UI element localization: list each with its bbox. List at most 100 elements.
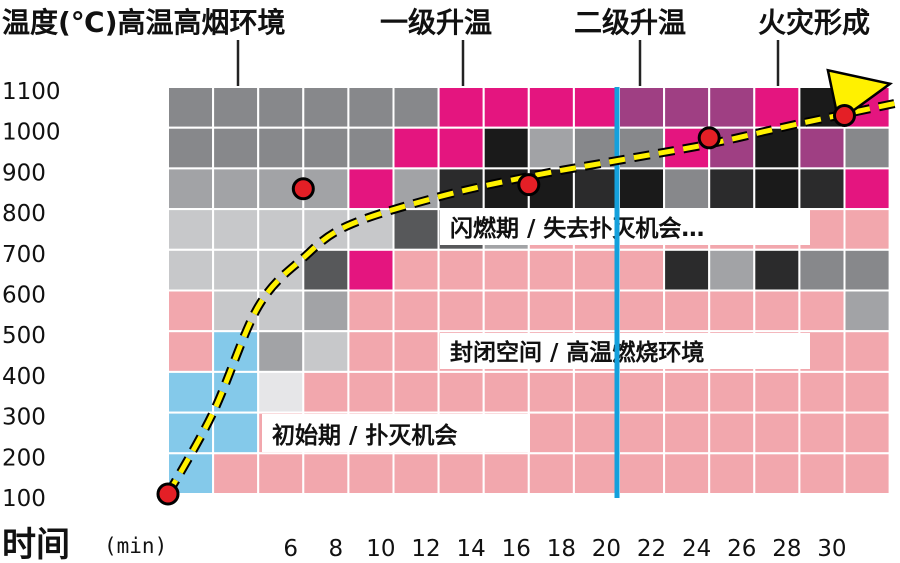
y-tick-label: 1000	[2, 120, 61, 146]
curve-points	[156, 103, 856, 506]
heatmap-cell	[257, 330, 305, 373]
heatmap-cell	[437, 289, 485, 333]
heatmap-cell	[347, 167, 395, 211]
curve-point	[517, 173, 541, 197]
heatmap-cell	[753, 370, 801, 414]
heatmap-cell	[347, 248, 395, 292]
heatmap-cell	[212, 208, 260, 251]
heatmap-cell	[753, 289, 801, 333]
curve-line	[165, 99, 900, 496]
heatmap-cell	[843, 411, 891, 455]
heatmap-cell	[618, 452, 666, 495]
header-stage3: 火灾形成	[758, 6, 870, 39]
x-tick-label: 8	[329, 536, 344, 562]
heatmap-cell	[663, 370, 711, 414]
curve-point	[833, 103, 856, 127]
heatmap-cell	[167, 330, 215, 373]
y-axis: 1100 1000 900 800 700 600 500 400 300 200 100	[2, 79, 61, 512]
heatmap-cell	[527, 289, 575, 333]
heatmap-cell	[167, 167, 215, 211]
x-tick-label: 12	[411, 536, 440, 562]
heatmap-cell	[663, 167, 711, 211]
heatmap-cell	[572, 411, 621, 455]
heatmap-cell	[618, 248, 666, 292]
heatmap-cell	[663, 86, 711, 129]
heatmap-cell	[257, 248, 305, 292]
heatmap-cell	[482, 289, 530, 333]
heatmap-cell	[392, 330, 440, 373]
heatmap-cell	[618, 289, 666, 333]
y-tick-label: 700	[2, 242, 46, 268]
heatmap-cell	[482, 86, 530, 129]
heatmap-cell	[708, 411, 756, 455]
heatmap-cell	[843, 208, 891, 251]
header-title: 温度(℃)高温高烟环境	[2, 6, 286, 39]
x-tick-label: 26	[727, 536, 756, 562]
heatmap-cell	[392, 208, 440, 251]
heatmap-cell	[212, 86, 260, 129]
x-axis-label: 时间	[2, 525, 70, 563]
header-stage2: 二级升温	[574, 6, 686, 39]
heatmap-cell	[843, 370, 891, 414]
heatmap-cell	[392, 126, 440, 170]
heatmap-cell	[798, 452, 846, 495]
y-tick-label: 300	[2, 405, 46, 431]
heatmap-cell	[482, 452, 530, 495]
heatmap-cell	[572, 248, 621, 292]
y-tick-label: 600	[2, 283, 46, 309]
heatmap-cell	[843, 126, 891, 170]
heatmap-cell	[167, 248, 215, 292]
heatmap-cell	[167, 289, 215, 333]
heatmap-cell	[347, 86, 395, 129]
heatmap-cell	[753, 167, 801, 211]
curve-point	[697, 126, 721, 150]
y-tick-label: 500	[2, 323, 46, 349]
heatmap-cell	[437, 126, 485, 170]
x-tick-label: 10	[366, 536, 395, 562]
heatmap-cell	[708, 86, 756, 129]
heatmap-cell	[347, 370, 395, 414]
heatmap-cell	[843, 452, 891, 495]
heatmap-cell	[167, 86, 215, 129]
heatmap-cell	[302, 452, 350, 495]
y-tick-label: 400	[2, 364, 46, 390]
heatmap-cell	[843, 289, 891, 333]
phase-label: 初始期 / 扑灭机会	[272, 422, 457, 449]
heatmap-cell	[392, 86, 440, 129]
heatmap-cell	[392, 248, 440, 292]
heatmap-cell	[167, 208, 215, 251]
x-tick-label: 28	[772, 536, 801, 562]
heatmap-cell	[708, 370, 756, 414]
heatmap-cell	[708, 167, 756, 211]
heatmap-cell	[212, 248, 260, 292]
heatmap-cell	[618, 86, 666, 129]
heatmap-cell	[437, 370, 485, 414]
x-axis: 时间 (min) 6 8 10 12 14 16 18 20 22 24 26 28 30	[2, 525, 847, 563]
y-tick-label: 800	[2, 201, 46, 227]
heatmap-cell	[302, 370, 350, 414]
heatmap-cell	[392, 289, 440, 333]
heatmap-cell	[212, 167, 260, 211]
heatmap-cell	[663, 248, 711, 292]
heatmap-cell	[527, 370, 575, 414]
x-tick-label: 6	[283, 536, 298, 562]
heatmap-cell	[392, 370, 440, 414]
heatmap-cell	[753, 248, 801, 292]
heatmap-cell	[392, 452, 440, 495]
heatmap-cell	[257, 126, 305, 170]
x-tick-label: 20	[592, 536, 621, 562]
heatmap-cell	[167, 126, 215, 170]
heatmap-cell	[618, 167, 666, 211]
heatmap-cell	[798, 167, 846, 211]
heatmap-cell	[798, 248, 846, 292]
x-axis-unit: (min)	[104, 534, 167, 558]
heatmap-cell	[663, 411, 711, 455]
curve-point	[291, 177, 315, 201]
heatmap-cell	[302, 289, 350, 333]
heatmap-cell	[663, 289, 711, 333]
heatmap-cell	[572, 86, 621, 129]
heatmap-cell	[257, 208, 305, 251]
heatmap-cell	[482, 248, 530, 292]
heatmap-cell	[618, 411, 666, 455]
